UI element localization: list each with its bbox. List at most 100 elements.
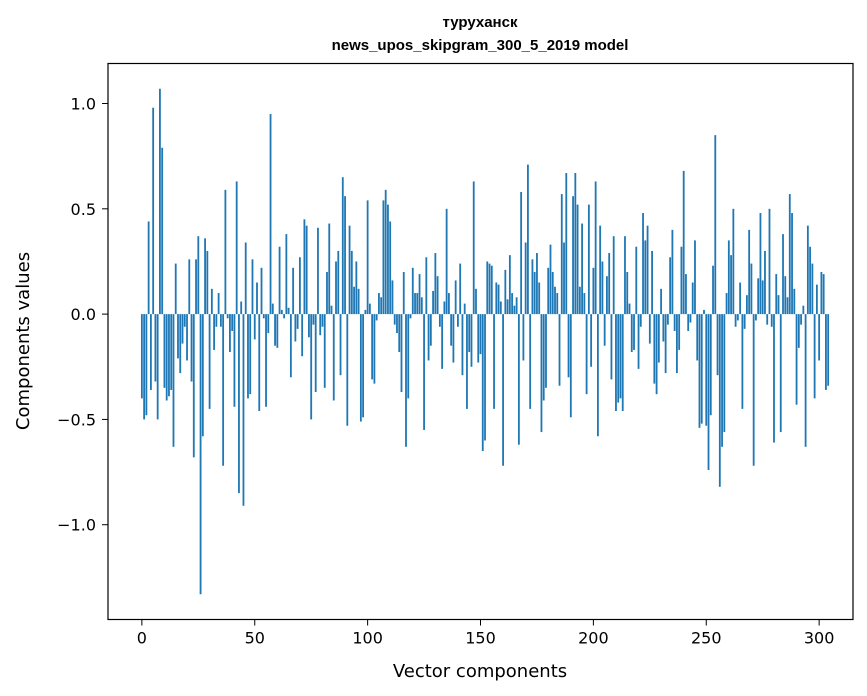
bar-279	[770, 314, 773, 327]
bar-110	[389, 221, 392, 315]
bar-173	[531, 259, 534, 315]
bar-51	[256, 282, 258, 315]
bar-84	[330, 305, 333, 315]
bar-38	[226, 314, 229, 319]
bar-13	[170, 314, 173, 390]
bar-149	[477, 314, 480, 363]
bar-92	[348, 225, 351, 315]
bar-130	[434, 253, 437, 315]
bar-52	[258, 314, 261, 411]
bar-223	[644, 240, 647, 315]
bar-49	[251, 259, 254, 315]
bar-91	[346, 314, 349, 426]
bar-271	[752, 314, 755, 466]
bar-290	[795, 314, 798, 405]
bar-278	[768, 208, 771, 315]
bar-208	[610, 314, 613, 380]
bar-200	[592, 267, 595, 315]
bar-209	[612, 236, 615, 315]
bar-6	[154, 314, 157, 382]
bar-105	[378, 293, 380, 315]
bar-231	[662, 314, 665, 342]
bar-260	[727, 240, 730, 315]
bar-57	[269, 114, 272, 315]
bar-289	[793, 288, 796, 315]
bar-27	[201, 314, 204, 437]
bar-241	[685, 274, 687, 315]
bar-273	[757, 278, 760, 315]
bar-194	[578, 286, 581, 315]
bar-163	[508, 255, 511, 315]
bar-261	[730, 255, 732, 315]
bar-126	[425, 257, 428, 315]
bar-56	[267, 314, 270, 334]
bar-183	[554, 286, 556, 315]
bar-193	[576, 204, 579, 315]
x-tick-label: 0	[137, 629, 147, 648]
bar-26	[199, 314, 202, 595]
bar-251	[707, 314, 710, 470]
bar-120	[411, 267, 414, 315]
bar-232	[664, 314, 667, 374]
bar-222	[642, 213, 644, 315]
bar-299	[815, 284, 818, 315]
bar-243	[689, 314, 692, 323]
bar-256	[718, 314, 721, 487]
bar-190	[569, 314, 572, 418]
bar-168	[520, 191, 523, 315]
bar-153	[486, 261, 489, 315]
bar-238	[678, 314, 681, 350]
bar-263	[734, 314, 737, 327]
bar-62	[280, 309, 283, 315]
y-tick-label: 0.5	[71, 200, 96, 219]
bar-295	[806, 225, 809, 315]
bar-73	[305, 225, 308, 315]
bar-112	[393, 314, 396, 325]
bar-206	[606, 276, 608, 315]
bar-8	[159, 88, 161, 315]
bar-43	[238, 314, 240, 494]
bar-215	[626, 272, 629, 315]
bar-298	[813, 314, 816, 399]
bar-226	[651, 250, 653, 315]
bar-246	[696, 314, 699, 361]
bar-108	[384, 189, 387, 315]
bar-96	[357, 288, 360, 315]
bar-148	[475, 288, 477, 315]
bar-210	[615, 314, 617, 411]
bar-142	[461, 314, 464, 376]
bar-172	[529, 314, 532, 409]
bar-197	[585, 314, 588, 395]
bar-36	[222, 314, 225, 466]
bar-268	[745, 295, 748, 315]
bar-79	[319, 314, 322, 336]
bar-33	[215, 314, 218, 327]
bar-10	[163, 314, 166, 388]
bar-19	[183, 314, 186, 327]
bar-184	[556, 293, 559, 315]
bar-125	[423, 314, 425, 430]
bar-207	[608, 253, 611, 315]
bar-42	[235, 181, 238, 315]
bar-166	[515, 297, 518, 315]
bar-283	[779, 314, 782, 433]
bar-157	[495, 282, 498, 315]
bar-65	[287, 307, 290, 315]
bar-115	[400, 314, 403, 393]
bar-136	[447, 293, 450, 315]
bar-281	[775, 274, 778, 315]
bar-167	[517, 314, 520, 445]
bar-116	[402, 272, 405, 315]
bar-60	[276, 314, 279, 348]
bar-229	[657, 314, 660, 363]
bar-137	[450, 314, 453, 346]
bar-303	[825, 314, 827, 390]
bar-113	[396, 314, 398, 334]
bar-29	[206, 250, 209, 315]
y-tick-label: 0.0	[71, 305, 96, 324]
bar-161	[504, 269, 507, 315]
bar-31	[210, 288, 213, 315]
bar-211	[617, 314, 620, 403]
bar-122	[416, 293, 419, 315]
bar-80	[321, 314, 324, 327]
